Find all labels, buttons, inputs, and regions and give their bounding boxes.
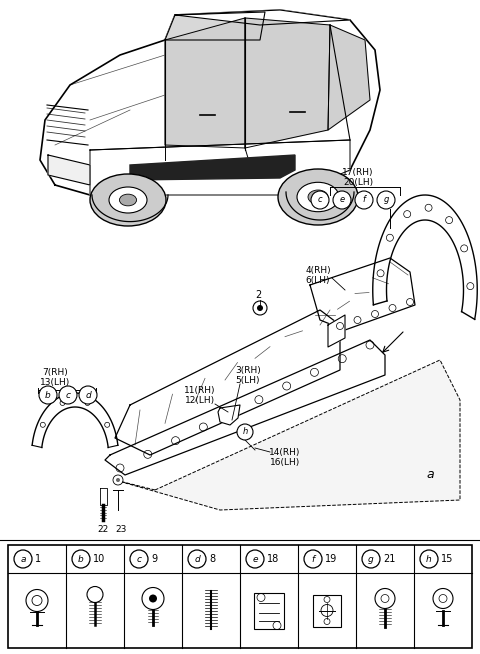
Text: a: a — [20, 555, 26, 564]
Text: f: f — [312, 555, 314, 564]
Text: 19: 19 — [325, 554, 337, 564]
Polygon shape — [165, 12, 265, 40]
Text: h: h — [242, 428, 248, 436]
Polygon shape — [175, 10, 350, 25]
Ellipse shape — [278, 169, 358, 225]
Text: 13(LH): 13(LH) — [40, 377, 70, 387]
Text: 2: 2 — [255, 290, 261, 300]
Polygon shape — [373, 195, 477, 319]
Text: 15: 15 — [441, 554, 454, 564]
Text: a: a — [426, 468, 434, 481]
Ellipse shape — [120, 194, 136, 206]
Text: h: h — [426, 555, 432, 564]
Text: 21: 21 — [383, 554, 396, 564]
Text: c: c — [318, 196, 322, 205]
Polygon shape — [310, 258, 415, 330]
Circle shape — [116, 478, 120, 482]
Circle shape — [333, 191, 351, 209]
Text: g: g — [368, 555, 374, 564]
Text: 10: 10 — [93, 554, 105, 564]
Text: 23: 23 — [115, 526, 127, 534]
Text: 7(RH): 7(RH) — [42, 368, 68, 377]
Text: b: b — [45, 390, 51, 400]
Ellipse shape — [109, 187, 147, 213]
Text: 5(LH): 5(LH) — [236, 375, 260, 385]
Polygon shape — [40, 10, 380, 195]
Text: 20(LH): 20(LH) — [343, 177, 373, 186]
Polygon shape — [130, 155, 295, 180]
Polygon shape — [165, 18, 245, 148]
Bar — [254, 593, 284, 628]
Circle shape — [39, 386, 57, 404]
Text: f: f — [362, 196, 365, 205]
Text: 18: 18 — [267, 554, 279, 564]
Polygon shape — [245, 18, 330, 148]
Polygon shape — [115, 360, 460, 510]
Bar — [8, 545, 472, 648]
Text: 12(LH): 12(LH) — [185, 396, 215, 405]
Ellipse shape — [308, 190, 328, 204]
Circle shape — [59, 386, 77, 404]
Text: e: e — [252, 555, 258, 564]
Text: 11(RH): 11(RH) — [184, 385, 216, 394]
Text: d: d — [85, 390, 91, 400]
Circle shape — [253, 301, 267, 315]
Text: 8: 8 — [209, 554, 215, 564]
Circle shape — [257, 305, 263, 311]
Polygon shape — [48, 155, 90, 185]
Circle shape — [130, 550, 148, 568]
Polygon shape — [105, 340, 385, 475]
Text: 1: 1 — [35, 554, 41, 564]
Polygon shape — [328, 315, 345, 347]
Circle shape — [304, 550, 322, 568]
Text: 14(RH): 14(RH) — [269, 447, 300, 456]
Circle shape — [311, 191, 329, 209]
Circle shape — [14, 550, 32, 568]
Ellipse shape — [90, 174, 166, 226]
Text: c: c — [65, 390, 71, 400]
Polygon shape — [90, 140, 350, 195]
Circle shape — [72, 550, 90, 568]
Ellipse shape — [297, 182, 339, 212]
Circle shape — [377, 191, 395, 209]
Circle shape — [113, 475, 123, 485]
Polygon shape — [218, 405, 240, 425]
Text: 16(LH): 16(LH) — [270, 458, 300, 466]
Circle shape — [362, 550, 380, 568]
Text: b: b — [78, 555, 84, 564]
Polygon shape — [32, 393, 118, 447]
Text: 3(RH): 3(RH) — [235, 366, 261, 375]
Text: g: g — [384, 196, 389, 205]
Circle shape — [79, 386, 97, 404]
Bar — [313, 594, 341, 627]
Polygon shape — [100, 488, 107, 505]
Circle shape — [149, 594, 157, 602]
Circle shape — [420, 550, 438, 568]
Circle shape — [237, 424, 253, 440]
Circle shape — [188, 550, 206, 568]
Text: 17(RH): 17(RH) — [342, 167, 374, 177]
Text: 9: 9 — [151, 554, 157, 564]
Text: e: e — [339, 196, 345, 205]
Polygon shape — [115, 310, 340, 455]
Circle shape — [355, 191, 373, 209]
Text: 4(RH): 4(RH) — [305, 266, 331, 275]
Text: c: c — [136, 555, 142, 564]
Text: d: d — [194, 555, 200, 564]
Polygon shape — [328, 25, 370, 130]
Text: 6(LH): 6(LH) — [306, 275, 330, 284]
Circle shape — [246, 550, 264, 568]
Text: 22: 22 — [97, 526, 108, 534]
